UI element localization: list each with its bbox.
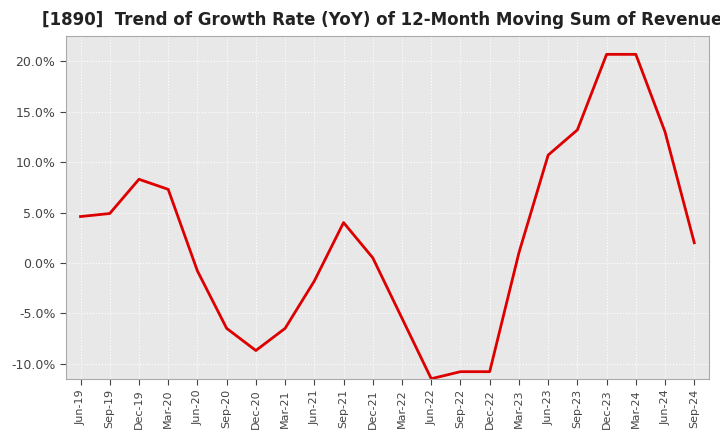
Title: [1890]  Trend of Growth Rate (YoY) of 12-Month Moving Sum of Revenues: [1890] Trend of Growth Rate (YoY) of 12-… (42, 11, 720, 29)
